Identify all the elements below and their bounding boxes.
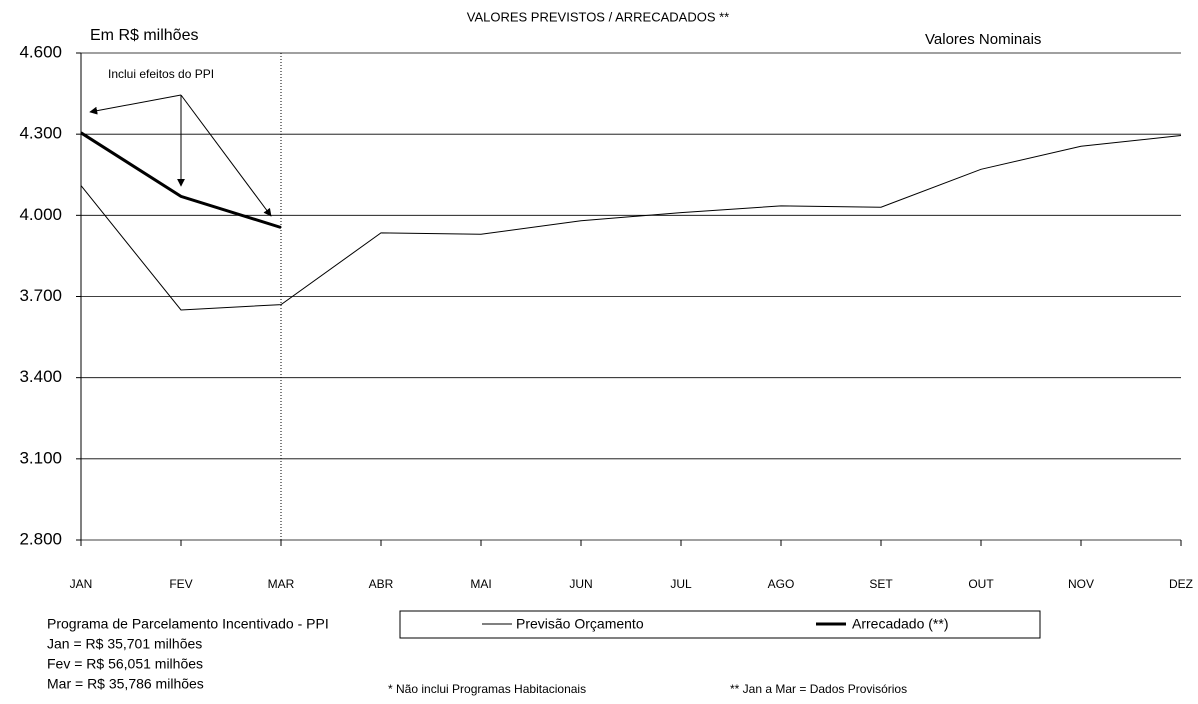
x-tick-label: MAI bbox=[470, 577, 491, 591]
chart-title: VALORES PREVISTOS / ARRECADADOS ** bbox=[467, 9, 730, 24]
y-unit-label: Em R$ milhões bbox=[90, 27, 198, 44]
series-line bbox=[80, 131, 282, 229]
arrow-note: Inclui efeitos do PPI bbox=[108, 67, 214, 81]
y-tick-label: 3.100 bbox=[19, 448, 62, 467]
y-tick-label: 4.300 bbox=[19, 124, 62, 143]
legend-label: Arrecadado (**) bbox=[852, 616, 949, 632]
x-tick-label: AGO bbox=[768, 577, 795, 591]
ppi-note: Jan = R$ 35,701 milhões bbox=[47, 636, 202, 652]
annotation: Valores Nominais bbox=[925, 31, 1041, 48]
y-tick-label: 3.400 bbox=[19, 367, 62, 386]
x-tick-label: ABR bbox=[369, 577, 394, 591]
y-tick-label: 2.800 bbox=[19, 529, 62, 548]
ppi-note: Fev = R$ 56,051 milhões bbox=[47, 656, 203, 672]
x-tick-label: SET bbox=[869, 577, 893, 591]
footnote: * Não inclui Programas Habitacionais bbox=[388, 682, 586, 696]
x-tick-label: OUT bbox=[968, 577, 994, 591]
x-tick-label: JAN bbox=[70, 577, 93, 591]
x-tick-label: JUN bbox=[569, 577, 592, 591]
y-tick-label: 4.600 bbox=[19, 42, 62, 61]
x-tick-label: JUL bbox=[670, 577, 692, 591]
arrows bbox=[89, 94, 272, 217]
legend-box bbox=[399, 610, 1041, 639]
legend-label: Previsão Orçamento bbox=[516, 616, 644, 632]
x-tick-label: MAR bbox=[268, 577, 295, 591]
x-tick-label: FEV bbox=[169, 577, 192, 591]
x-tick-label: NOV bbox=[1068, 577, 1094, 591]
ppi-note: Mar = R$ 35,786 milhões bbox=[47, 676, 204, 692]
x-tick-label: DEZ bbox=[1169, 577, 1193, 591]
y-tick-label: 3.700 bbox=[19, 286, 62, 305]
footnote: ** Jan a Mar = Dados Provisórios bbox=[730, 682, 907, 696]
ppi-note: Programa de Parcelamento Incentivado - P… bbox=[47, 616, 329, 632]
series-line bbox=[80, 135, 1182, 311]
y-tick-label: 4.000 bbox=[19, 205, 62, 224]
